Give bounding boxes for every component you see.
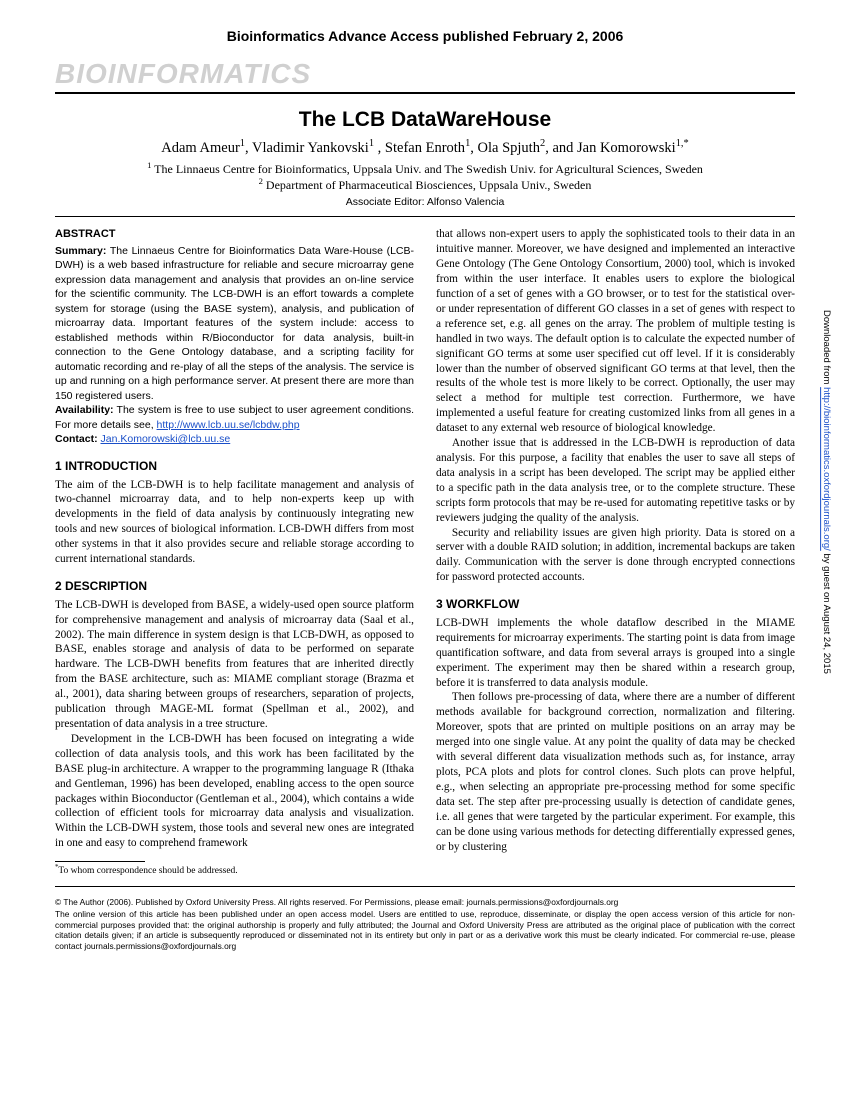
summary-text: The Linnaeus Centre for Bioinformatics D…	[55, 245, 414, 402]
footer-rule	[55, 886, 795, 887]
section-1-heading: 1 INTRODUCTION	[55, 459, 414, 475]
download-sidebar: Downloaded from http://bioinformatics.ox…	[816, 310, 832, 850]
section-1-p1: The aim of the LCB-DWH is to help facili…	[55, 478, 414, 567]
authors-line: Adam Ameur1, Vladimir Yankovski1 , Stefa…	[55, 140, 795, 157]
footnote-separator	[55, 861, 145, 862]
contact-link[interactable]: Jan.Komorowski@lcb.uu.se	[101, 433, 231, 445]
header-rule	[55, 92, 795, 94]
section-2-right-p1: that allows non-expert users to apply th…	[436, 227, 795, 436]
right-column: that allows non-expert users to apply th…	[436, 227, 795, 877]
article-title: The LCB DataWareHouse	[55, 108, 795, 132]
affiliation-1: The Linnaeus Centre for Bioinformatics, …	[154, 162, 703, 176]
section-2-heading: 2 DESCRIPTION	[55, 579, 414, 595]
footnote-text: To whom correspondence should be address…	[58, 866, 237, 876]
left-column: ABSTRACT Summary: The Linnaeus Centre fo…	[55, 227, 414, 877]
associate-editor: Associate Editor: Alfonso Valencia	[55, 196, 795, 208]
contact-label: Contact:	[55, 433, 98, 445]
sidebar-link[interactable]: http://bioinformatics.oxfordjournals.org…	[821, 387, 832, 551]
affiliation-2: Department of Pharmaceutical Biosciences…	[266, 178, 591, 192]
summary-label: Summary:	[55, 245, 106, 257]
affiliations: 1 The Linnaeus Centre for Bioinformatics…	[55, 161, 795, 193]
copyright-line: © The Author (2006). Published by Oxford…	[55, 897, 795, 908]
journal-title: BIOINFORMATICS	[55, 58, 795, 90]
abstract-heading: ABSTRACT	[55, 227, 414, 242]
section-3-p2: Then follows pre-processing of data, whe…	[436, 690, 795, 854]
availability-link[interactable]: http://www.lcb.uu.se/lcbdw.php	[157, 419, 300, 431]
correspondence-footnote: *To whom correspondence should be addres…	[55, 865, 414, 878]
sidebar-suffix: by guest on August 24, 2015	[821, 551, 832, 674]
advance-access-notice: Bioinformatics Advance Access published …	[55, 28, 795, 44]
section-2-p2: Development in the LCB-DWH has been focu…	[55, 732, 414, 851]
availability-label: Availability:	[55, 404, 114, 416]
section-2-right-p2: Another issue that is addressed in the L…	[436, 436, 795, 525]
section-3-heading: 3 WORKFLOW	[436, 597, 795, 613]
section-2-right-p3: Security and reliability issues are give…	[436, 526, 795, 586]
section-2-p1: The LCB-DWH is developed from BASE, a wi…	[55, 598, 414, 732]
abstract-body: Summary: The Linnaeus Centre for Bioinfo…	[55, 244, 414, 447]
section-3-p1: LCB-DWH implements the whole dataflow de…	[436, 616, 795, 691]
sidebar-prefix: Downloaded from	[821, 310, 832, 387]
license-text: The online version of this article has b…	[55, 909, 795, 951]
title-rule	[55, 216, 795, 217]
